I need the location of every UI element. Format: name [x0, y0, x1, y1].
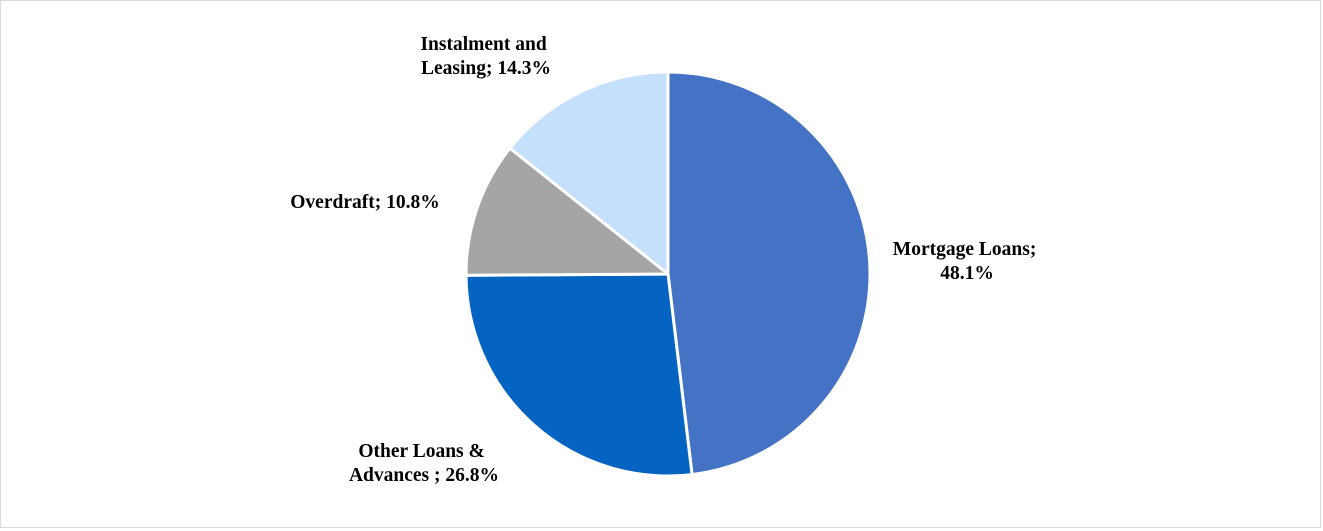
pie-slice-overdraft [464, 146, 670, 277]
pie-labels: Mortgage Loans; 48.1% Other Loans & Adva… [290, 34, 1041, 486]
slice-label-instalment-and-leasing: Instalment and Leasing; 14.3% [420, 34, 551, 79]
slice-label-other-loans-advances: Other Loans & Advances ; 26.8% [349, 441, 499, 486]
slice-label-overdraft: Overdraft; 10.8% [290, 192, 439, 213]
pie-slice-mortgage-loans [666, 70, 872, 477]
pie-slice-instalment-and-leasing [508, 70, 670, 276]
pie-slices [464, 70, 872, 478]
slice-label-mortgage-loans: Mortgage Loans; 48.1% [893, 239, 1041, 284]
pie-slice-other-loans-advances [464, 272, 694, 478]
